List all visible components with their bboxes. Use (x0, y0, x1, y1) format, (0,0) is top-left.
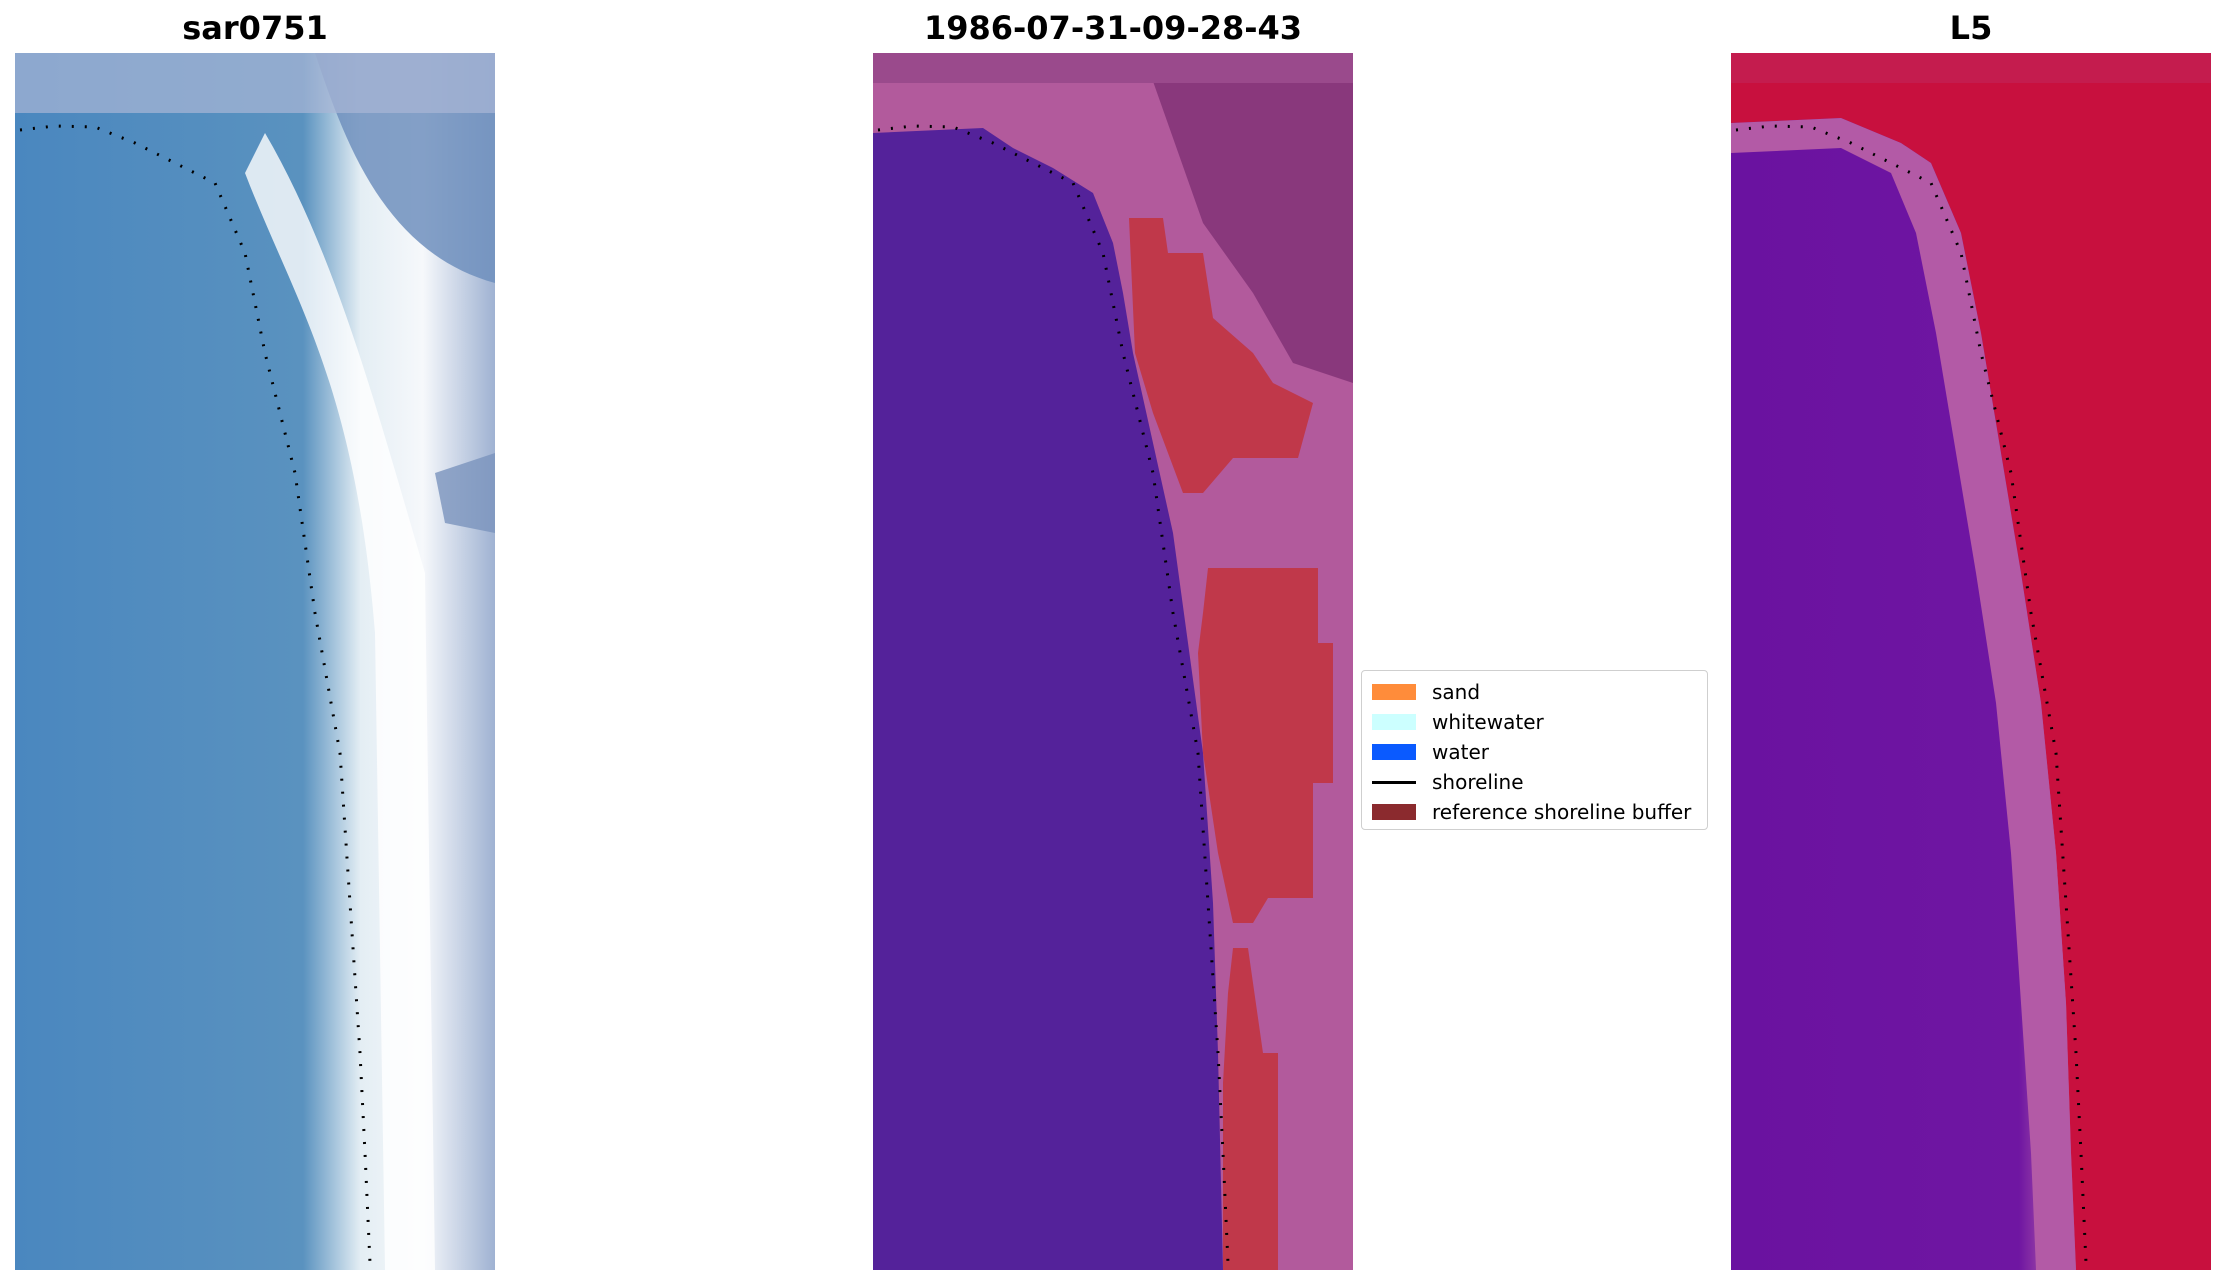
legend-item-sand: sand (1372, 677, 1697, 707)
classified-buffer-lower (1223, 948, 1278, 1270)
legend-label-sand: sand (1432, 680, 1481, 704)
index-transition (1731, 118, 2076, 1270)
classified-buffer-middle (1198, 568, 1333, 923)
index-top-band (1731, 53, 2211, 83)
legend-item-whitewater: whitewater (1372, 707, 1697, 737)
index-image-panel (1731, 53, 2211, 1270)
panel-title-index: L5 (1949, 9, 1993, 47)
index-land-region (1731, 53, 2211, 1270)
legend-swatch-water (1372, 744, 1416, 760)
legend-label-reference-buffer: reference shoreline buffer (1432, 800, 1692, 824)
legend-swatch-reference-buffer (1372, 804, 1416, 820)
rgb-land-region-2 (435, 453, 495, 533)
rgb-image (15, 53, 495, 1270)
classified-top-band (873, 53, 1353, 83)
panel-title-rgb: sar0751 (182, 9, 328, 47)
index-image (1731, 53, 2211, 1270)
classified-buffer-upper (1129, 218, 1313, 493)
classified-image (873, 53, 1353, 1270)
rgb-surf-zone (245, 133, 435, 1270)
rgb-image-panel (15, 53, 495, 1270)
panel-title-classified: 1986-07-31-09-28-43 (923, 9, 1303, 47)
classified-image-panel (873, 53, 1353, 1270)
legend: sand whitewater water shoreline referenc… (1361, 670, 1708, 830)
legend-line-shoreline (1372, 780, 1416, 784)
legend-swatch-sand (1372, 684, 1416, 700)
classified-water (873, 128, 1223, 1270)
legend-item-shoreline: shoreline (1372, 767, 1697, 797)
legend-item-reference-buffer: reference shoreline buffer (1372, 797, 1697, 827)
legend-label-whitewater: whitewater (1432, 710, 1544, 734)
legend-label-water: water (1432, 740, 1489, 764)
rgb-top-haze (15, 53, 495, 113)
legend-label-shoreline: shoreline (1432, 770, 1524, 794)
legend-swatch-whitewater (1372, 714, 1416, 730)
classified-dark-land (1143, 53, 1353, 383)
legend-item-water: water (1372, 737, 1697, 767)
